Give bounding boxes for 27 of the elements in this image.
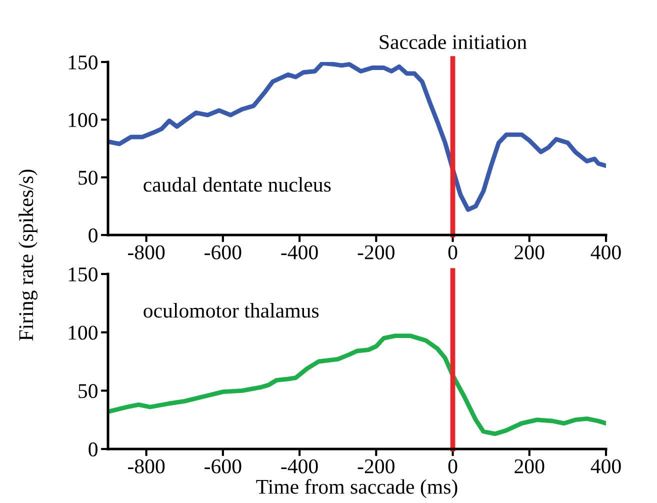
y-tick-label: 100 bbox=[68, 113, 98, 128]
y-tick-label: 150 bbox=[68, 267, 98, 282]
y-tick-label: 0 bbox=[88, 442, 98, 456]
y-tick-label: 50 bbox=[78, 384, 98, 398]
x-tick-label: -200 bbox=[358, 245, 394, 260]
y-tick-label: 0 bbox=[88, 228, 98, 242]
x-tick-label: 0 bbox=[448, 459, 458, 474]
x-tick-label: -200 bbox=[358, 459, 394, 474]
annotation: caudal dentate nucleus bbox=[144, 177, 331, 192]
x-tick-label: -400 bbox=[281, 459, 318, 474]
x-tick-label: -800 bbox=[128, 245, 165, 260]
x-tick-label: 200 bbox=[514, 459, 544, 474]
x-tick-label: -800 bbox=[128, 459, 165, 474]
x-tick-label: 200 bbox=[514, 245, 544, 260]
x-axis-title: Time from saccade (ms) bbox=[256, 479, 458, 498]
y-tick-label: 150 bbox=[68, 55, 98, 70]
y-axis-title: Firing rate (spikes/s) bbox=[18, 170, 38, 341]
x-tick-label: 400 bbox=[590, 459, 621, 474]
ref-line-label: Saccade initiation bbox=[380, 34, 527, 50]
y-tick-label: 100 bbox=[68, 326, 98, 340]
x-tick-label: -400 bbox=[281, 245, 318, 260]
annotation: oculomotor thalamus bbox=[144, 303, 319, 318]
x-tick-label: 0 bbox=[448, 245, 458, 260]
x-tick-label: -600 bbox=[204, 459, 242, 474]
y-tick-label: 50 bbox=[78, 170, 98, 185]
x-tick-label: 400 bbox=[590, 245, 621, 260]
x-tick-label: -600 bbox=[204, 245, 242, 260]
